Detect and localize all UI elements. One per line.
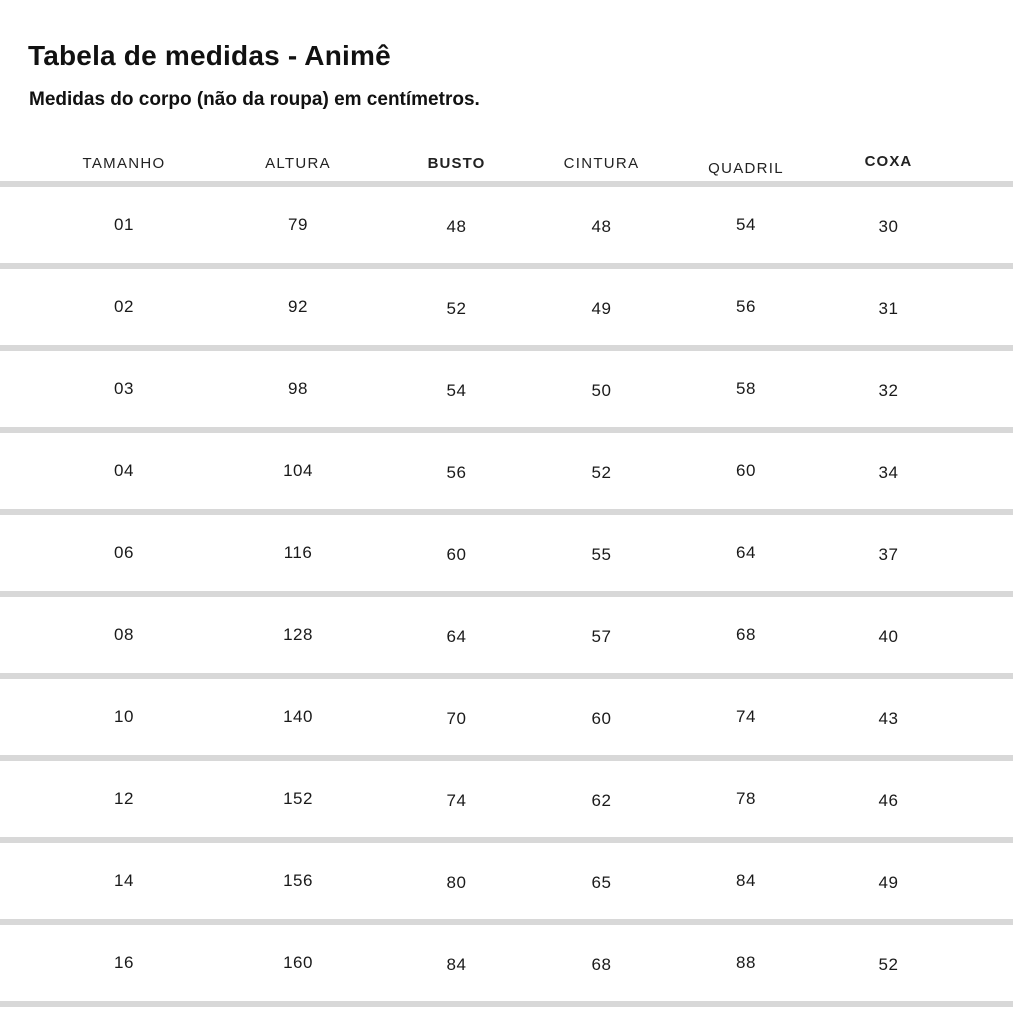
cell-quadril: 56: [736, 297, 756, 317]
column-header-altura: ALTURA: [265, 154, 331, 172]
cell-coxa: 32: [878, 381, 899, 401]
cell-cintura: 62: [591, 791, 612, 811]
cell-busto: 70: [446, 709, 467, 729]
table-row-size-03: 03 98 54 50 58 32: [0, 351, 1013, 427]
cell-altura: 160: [283, 953, 313, 973]
cell-coxa: 37: [878, 545, 899, 565]
cell-quadril: 84: [736, 871, 756, 891]
table-row-size-01: 01 79 48 48 54 30: [0, 187, 1013, 263]
cell-altura: 98: [288, 379, 308, 399]
cell-altura: 152: [283, 789, 313, 809]
cell-quadril: 64: [736, 543, 756, 563]
cell-cintura: 49: [591, 299, 612, 319]
row-divider: [0, 591, 1013, 598]
cell-quadril: 68: [736, 625, 756, 645]
cell-coxa: 34: [878, 463, 899, 483]
column-header-tamanho: TAMANHO: [82, 154, 166, 172]
cell-cintura: 48: [591, 217, 612, 237]
cell-cintura: 55: [591, 545, 612, 565]
row-divider: [0, 1001, 1013, 1008]
page-title: Tabela de medidas - Animê: [28, 40, 391, 71]
row-divider: [0, 509, 1013, 516]
cell-busto: 56: [446, 463, 467, 483]
column-header-busto: BUSTO: [427, 154, 486, 172]
cell-tamanho: 12: [114, 789, 134, 809]
row-divider: [0, 755, 1013, 762]
cell-busto: 84: [446, 955, 467, 975]
cell-cintura: 52: [591, 463, 612, 483]
cell-cintura: 60: [591, 709, 612, 729]
cell-coxa: 40: [878, 627, 899, 647]
cell-busto: 60: [446, 545, 467, 565]
cell-coxa: 46: [878, 791, 899, 811]
cell-quadril: 58: [736, 379, 756, 399]
cell-tamanho: 04: [114, 461, 134, 481]
table-row-size-08: 08 128 64 57 68 40: [0, 597, 1013, 673]
cell-altura: 140: [283, 707, 313, 727]
row-divider: [0, 263, 1013, 270]
row-divider: [0, 919, 1013, 926]
cell-quadril: 88: [736, 953, 756, 973]
cell-busto: 64: [446, 627, 467, 647]
cell-coxa: 31: [878, 299, 899, 319]
cell-quadril: 60: [736, 461, 756, 481]
cell-altura: 116: [283, 543, 313, 563]
cell-altura: 92: [288, 297, 308, 317]
cell-tamanho: 10: [114, 707, 134, 727]
cell-coxa: 43: [878, 709, 899, 729]
cell-quadril: 78: [736, 789, 756, 809]
page-subtitle: Medidas do corpo (não da roupa) em centí…: [29, 89, 480, 111]
cell-busto: 48: [446, 217, 467, 237]
column-header-quadril: QUADRIL: [708, 159, 784, 177]
row-divider: [0, 345, 1013, 352]
row-divider: [0, 673, 1013, 680]
cell-quadril: 54: [736, 215, 756, 235]
cell-busto: 54: [446, 381, 467, 401]
table-row-size-04: 04 104 56 52 60 34: [0, 433, 1013, 509]
cell-coxa: 30: [878, 217, 899, 237]
cell-tamanho: 16: [114, 953, 134, 973]
cell-tamanho: 02: [114, 297, 134, 317]
table-row-size-02: 02 92 52 49 56 31: [0, 269, 1013, 345]
cell-tamanho: 08: [114, 625, 134, 645]
cell-altura: 79: [288, 215, 308, 235]
cell-busto: 74: [446, 791, 467, 811]
cell-busto: 80: [446, 873, 467, 893]
size-chart-table: TAMANHO ALTURA BUSTO CINTURA QUADRIL COX…: [0, 145, 1013, 1008]
cell-tamanho: 03: [114, 379, 134, 399]
row-divider: [0, 837, 1013, 844]
cell-cintura: 68: [591, 955, 612, 975]
table-row-size-10: 10 140 70 60 74 43: [0, 679, 1013, 755]
table-header-row: TAMANHO ALTURA BUSTO CINTURA QUADRIL COX…: [0, 145, 1013, 181]
cell-cintura: 57: [591, 627, 612, 647]
cell-coxa: 52: [878, 955, 899, 975]
table-row-size-12: 12 152 74 62 78 46: [0, 761, 1013, 837]
column-header-cintura: CINTURA: [563, 154, 640, 172]
table-row-size-14: 14 156 80 65 84 49: [0, 843, 1013, 919]
column-header-coxa: COXA: [864, 152, 913, 170]
table-row-size-16: 16 160 84 68 88 52: [0, 925, 1013, 1001]
table-row-size-06: 06 116 60 55 64 37: [0, 515, 1013, 591]
cell-cintura: 50: [591, 381, 612, 401]
cell-cintura: 65: [591, 873, 612, 893]
cell-tamanho: 01: [114, 215, 134, 235]
cell-altura: 128: [283, 625, 313, 645]
cell-quadril: 74: [736, 707, 756, 727]
cell-altura: 104: [283, 461, 313, 481]
row-divider: [0, 427, 1013, 434]
cell-tamanho: 14: [114, 871, 134, 891]
cell-busto: 52: [446, 299, 467, 319]
cell-coxa: 49: [878, 873, 899, 893]
row-divider: [0, 181, 1013, 188]
cell-altura: 156: [283, 871, 313, 891]
cell-tamanho: 06: [114, 543, 134, 563]
